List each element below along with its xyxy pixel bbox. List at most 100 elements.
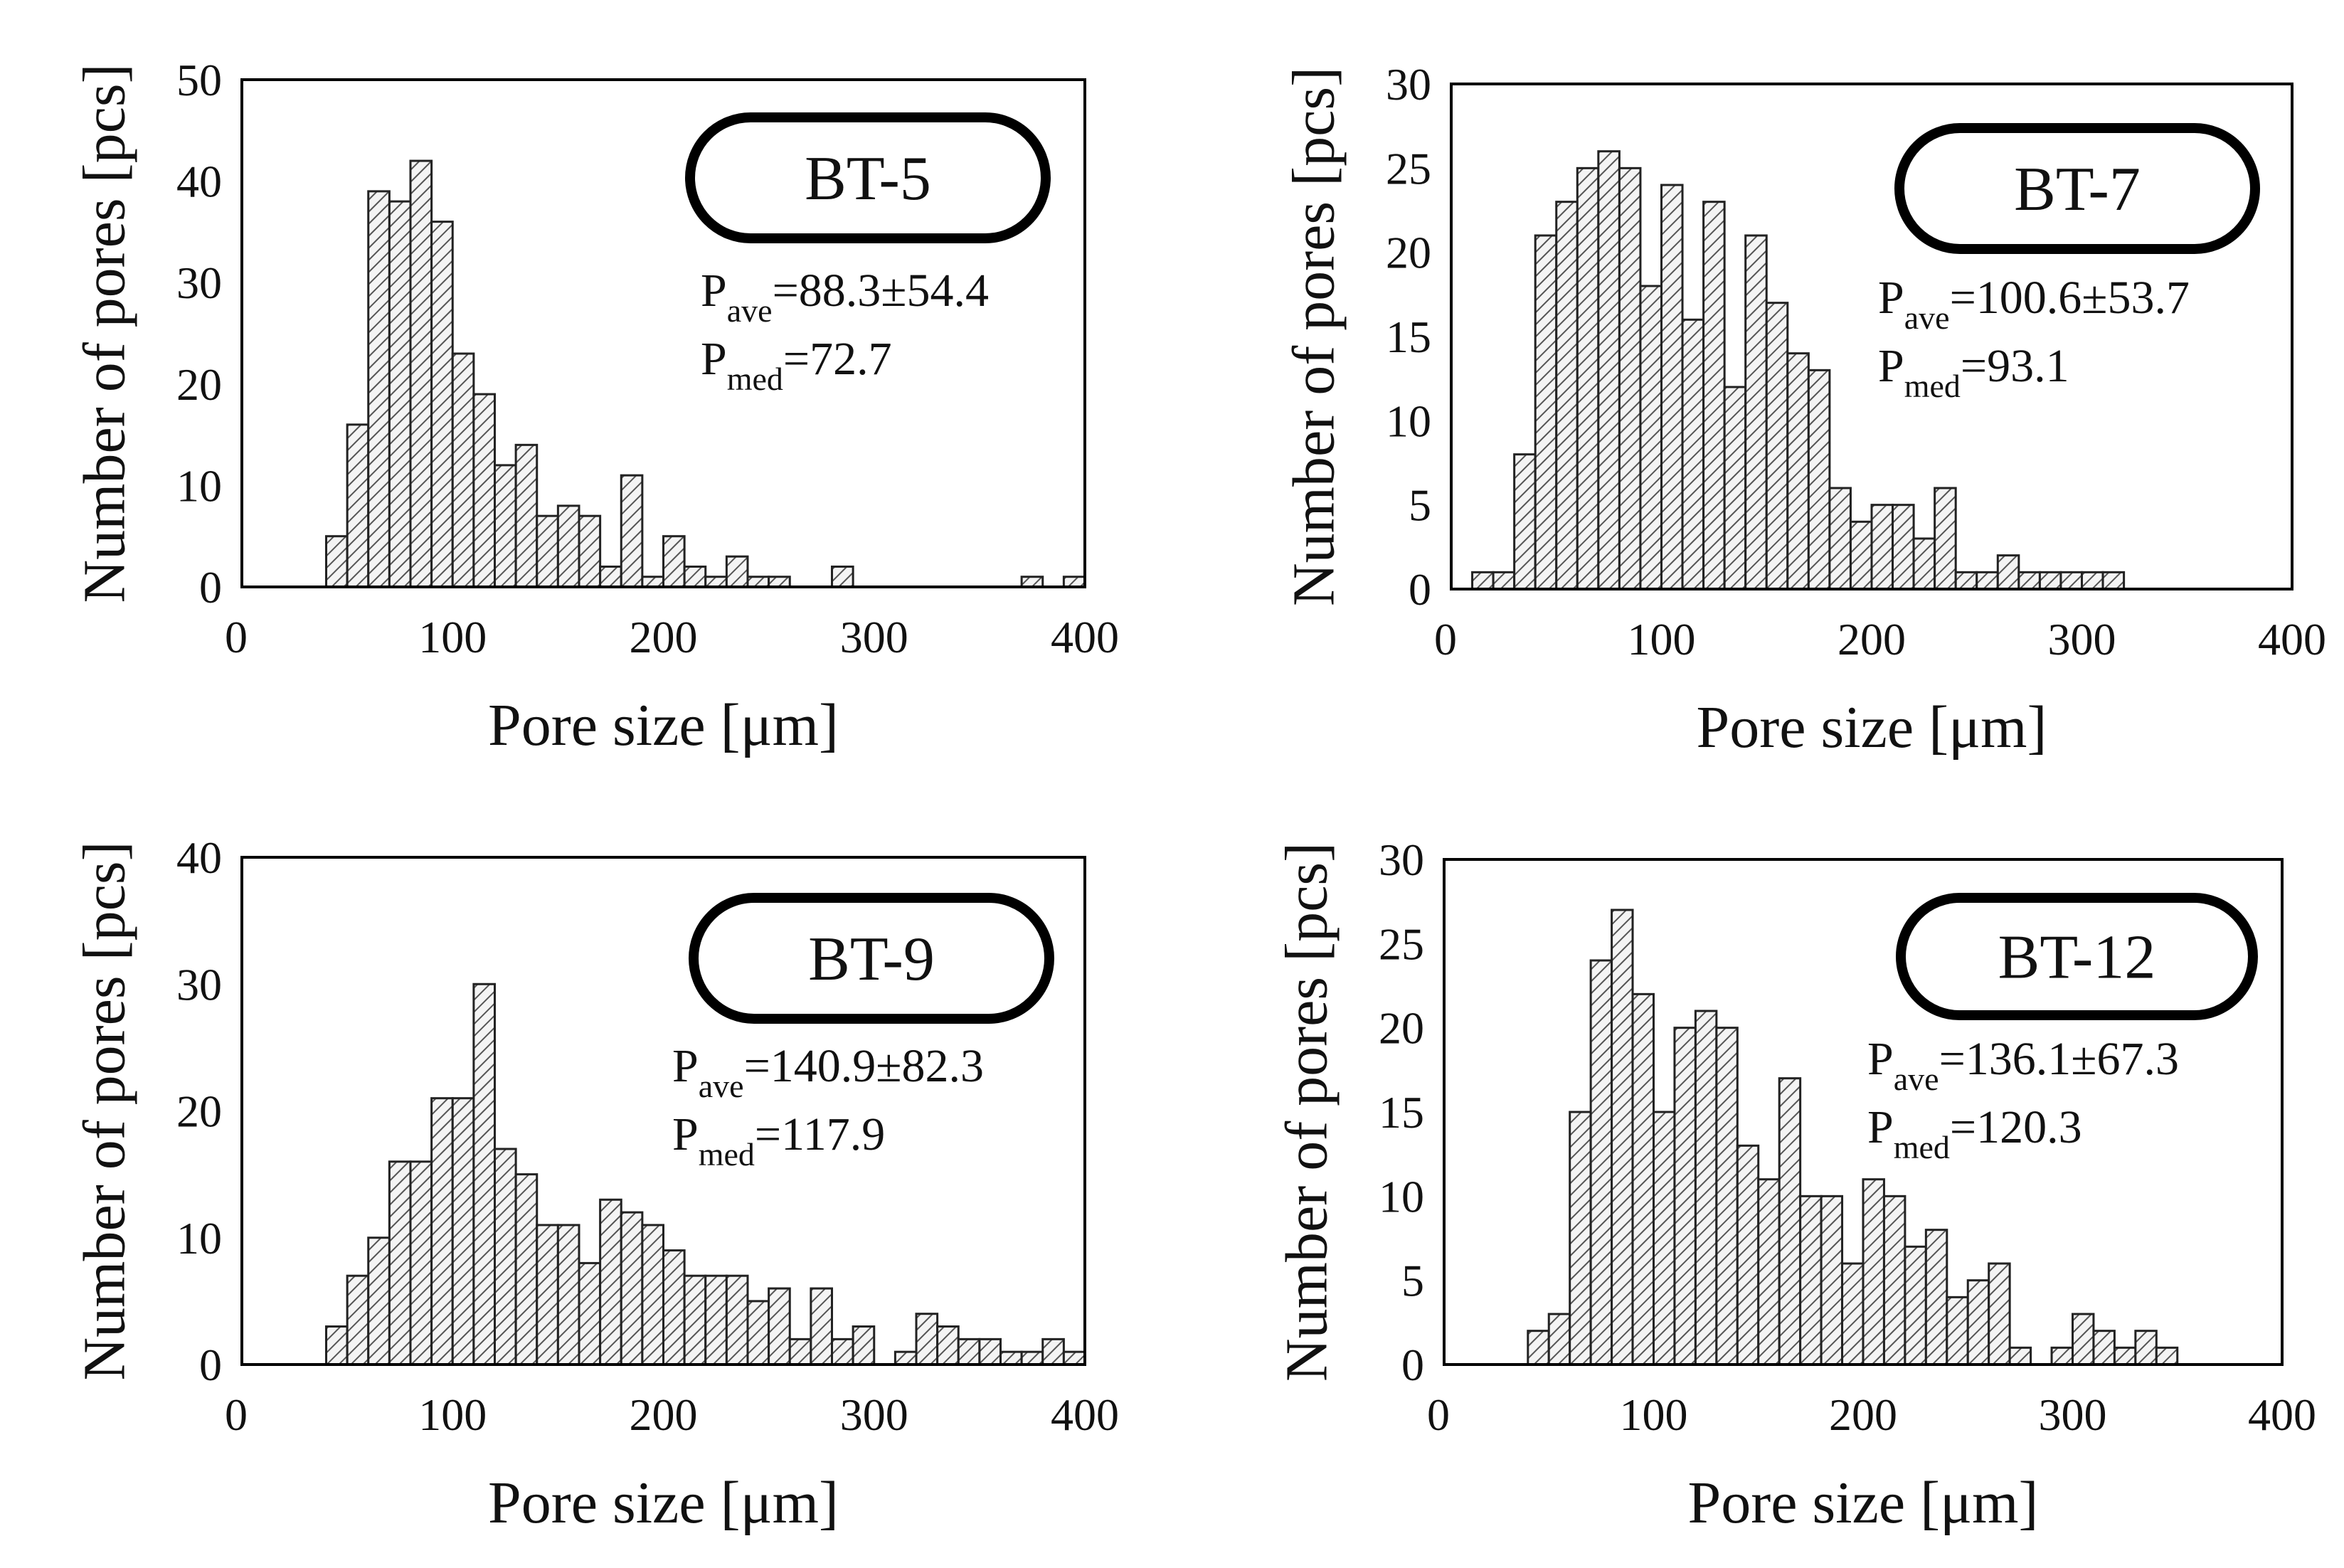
x-tick-label: 0 (225, 612, 248, 662)
histogram-bar (1912, 537, 1936, 590)
y-tick-label: 10 (1386, 396, 1431, 446)
histogram-bar (1828, 487, 1852, 590)
x-tick-label: 200 (1837, 614, 1906, 664)
plot-frame (1450, 83, 2293, 590)
y-tick-label: 40 (176, 832, 222, 883)
histogram-bar (662, 535, 686, 588)
sample-badge-label: BT-7 (2014, 155, 2141, 224)
histogram-bar (957, 1337, 981, 1366)
histogram-bar (599, 565, 622, 588)
histogram-bar (346, 1274, 370, 1366)
histogram-bar (1471, 571, 1495, 590)
histogram-bar (1020, 1350, 1044, 1366)
stat-average-subscript: ave (727, 292, 773, 329)
histogram-bar (2072, 1313, 2095, 1366)
y-tick-label: 25 (1379, 918, 1424, 969)
y-tick-label: 10 (176, 460, 222, 511)
x-tick-label: 300 (840, 1389, 908, 1440)
histogram-bar (620, 1211, 644, 1366)
sample-badge (685, 112, 1051, 243)
histogram-bar (494, 1148, 517, 1366)
histogram-bar (2050, 1346, 2074, 1366)
y-axis-title: Number of pores [pcs] (1280, 67, 1347, 606)
histogram-bar (451, 352, 475, 588)
histogram-bar (1786, 352, 1810, 590)
stat-average-subscript: ave (699, 1068, 744, 1104)
stat-average-symbol: P (701, 265, 727, 317)
histogram-bar (1702, 201, 1726, 590)
x-axis-title: Pore size [μm] (1697, 694, 2047, 761)
histogram-bar (1934, 487, 1957, 590)
histogram-bar (409, 1160, 433, 1366)
histogram-bar (1492, 571, 1516, 590)
x-tick-label: 400 (2258, 614, 2326, 664)
histogram-bar (409, 159, 433, 588)
y-tick-label: 15 (1386, 312, 1431, 362)
stat-median-symbol: P (701, 333, 727, 385)
x-tick-label: 100 (418, 612, 487, 662)
y-tick-label: 30 (176, 959, 222, 1010)
stat-average-value: =136.1±67.3 (1939, 1033, 2179, 1085)
histogram-bar (2092, 1330, 2116, 1366)
histogram-bar (768, 576, 791, 588)
stat-median-subscript: med (699, 1136, 755, 1172)
histogram-bar (1757, 1178, 1781, 1366)
stat-median: Pmed=120.3 (1867, 1101, 2082, 1165)
histogram-bar (1736, 1144, 1760, 1366)
histogram-bar (978, 1337, 1002, 1366)
histogram-bar (556, 1224, 580, 1366)
histogram-bar (578, 514, 602, 588)
stat-average: Pave=136.1±67.3 (1867, 1033, 2179, 1097)
y-tick-label: 40 (176, 157, 222, 207)
histogram-bar (1870, 504, 1894, 590)
histogram-bar (768, 1287, 791, 1366)
y-tick-label: 0 (199, 562, 222, 613)
y-tick-label: 5 (1409, 480, 1431, 531)
stat-median-symbol: P (1867, 1101, 1894, 1153)
y-axis-title: Number of pores [pcs] (1273, 842, 1340, 1382)
sample-badge (1894, 123, 2260, 254)
sample-badge-label: BT-9 (808, 925, 935, 994)
histogram-bar (367, 1236, 391, 1366)
x-tick-label: 300 (2048, 614, 2116, 664)
histogram-bar (662, 1249, 686, 1366)
histogram-bar (1996, 554, 2020, 590)
histogram-bar (1673, 1027, 1697, 1366)
histogram-bar (1631, 992, 1655, 1366)
histogram-bar (472, 393, 496, 588)
stat-average-value: =100.6±53.7 (1950, 272, 2190, 324)
histogram-bar (1589, 959, 1613, 1366)
histogram-bar (2155, 1346, 2179, 1366)
x-tick-label: 400 (2248, 1389, 2316, 1440)
stat-average-symbol: P (672, 1040, 699, 1092)
histogram-bar (725, 555, 749, 588)
histogram-bar (1904, 1245, 1927, 1366)
stat-median-subscript: med (1894, 1129, 1950, 1165)
y-tick-label: 30 (176, 258, 222, 308)
x-tick-label: 0 (225, 1389, 248, 1440)
histogram-bar (514, 1173, 539, 1366)
x-tick-label: 0 (1427, 1389, 1450, 1440)
histogram-bar (810, 1287, 833, 1366)
stat-median-symbol: P (1878, 340, 1904, 392)
y-tick-label: 25 (1386, 143, 1431, 194)
x-axis-title: Pore size [μm] (488, 692, 839, 758)
histogram-bar (620, 474, 644, 588)
histogram-bar (2101, 571, 2126, 590)
histogram-bar (494, 464, 517, 588)
histogram-bar (2017, 571, 2041, 590)
stat-average-symbol: P (1878, 272, 1904, 324)
stat-average-value: =140.9±82.3 (744, 1040, 984, 1092)
histogram-bar (1534, 234, 1558, 590)
histogram-bar (2134, 1330, 2158, 1366)
histogram-bar (472, 982, 496, 1366)
histogram-bar (1576, 166, 1600, 590)
x-tick-label: 300 (840, 612, 908, 662)
stat-median: Pmed=93.1 (1878, 340, 2069, 404)
histogram-bar (1954, 571, 1978, 590)
stat-median-subscript: med (1904, 368, 1961, 404)
histogram-bar (1639, 285, 1662, 590)
histogram-bar (1062, 576, 1086, 588)
histogram-bar (2038, 571, 2062, 590)
